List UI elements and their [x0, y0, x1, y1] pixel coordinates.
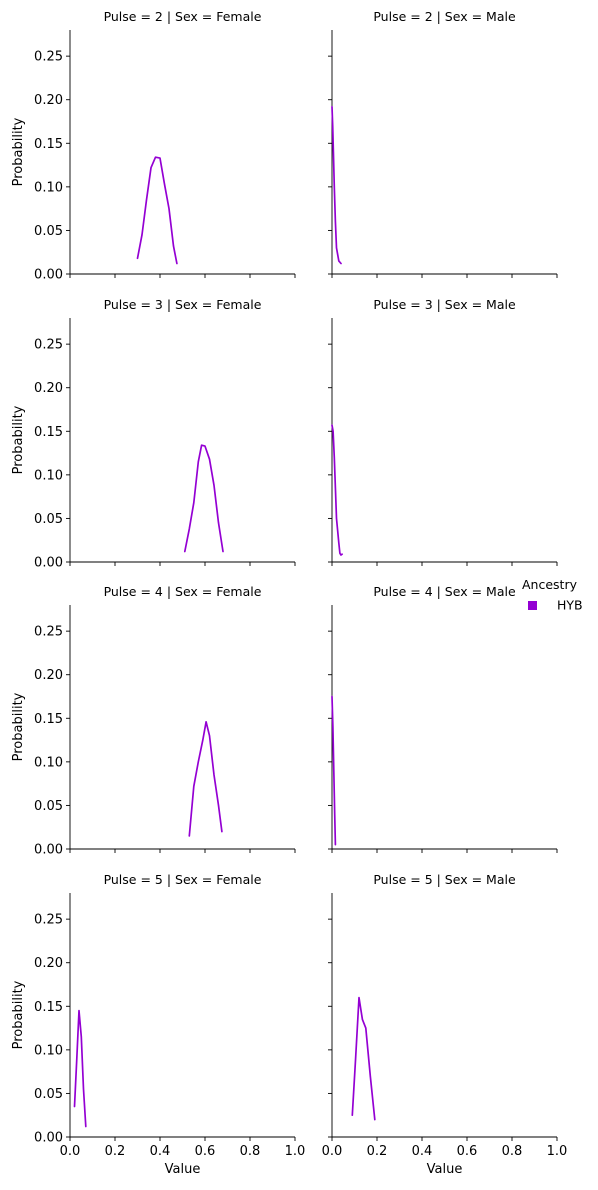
y-axis-label: Probability	[11, 980, 26, 1049]
series-line-hyb	[331, 105, 342, 265]
panel-title: Pulse = 5 | Sex = Male	[373, 872, 516, 887]
y-tick-label: 0.05	[34, 1087, 63, 1102]
y-tick-label: 0.15	[34, 1000, 63, 1015]
series-line-hyb	[351, 996, 376, 1121]
x-tick-label: 0.8	[502, 1144, 523, 1159]
x-axis-label: Value	[427, 1162, 463, 1177]
y-tick-label: 0.15	[34, 137, 63, 152]
y-tick-label: 0.25	[34, 913, 63, 928]
y-tick-label: 0.00	[34, 1131, 63, 1146]
panel-title: Pulse = 2 | Sex = Male	[373, 9, 516, 24]
y-tick-label: 0.05	[34, 799, 63, 814]
panel-title: Pulse = 3 | Sex = Female	[104, 297, 262, 312]
series-line-hyb	[73, 1009, 87, 1128]
y-axis-label: Probability	[11, 117, 26, 186]
y-tick-label: 0.20	[34, 956, 63, 971]
y-tick-label: 0.00	[34, 556, 63, 571]
y-tick-label: 0.00	[34, 268, 63, 283]
x-tick-label: 0.2	[367, 1144, 388, 1159]
y-tick-label: 0.25	[34, 625, 63, 640]
y-tick-label: 0.15	[34, 712, 63, 727]
x-tick-label: 0.6	[195, 1144, 216, 1159]
y-tick-label: 0.10	[34, 180, 63, 195]
y-tick-label: 0.10	[34, 755, 63, 770]
x-tick-label: 1.0	[285, 1144, 306, 1159]
y-tick-label: 0.05	[34, 512, 63, 527]
y-axis-label: Probability	[11, 405, 26, 474]
y-tick-label: 0.20	[34, 381, 63, 396]
y-axis-label: Probability	[11, 692, 26, 761]
series-line-hyb	[331, 424, 343, 556]
series-line-hyb	[136, 156, 178, 265]
panel-title: Pulse = 5 | Sex = Female	[104, 872, 262, 887]
y-tick-label: 0.25	[34, 338, 63, 353]
y-tick-label: 0.05	[34, 224, 63, 239]
y-tick-label: 0.25	[34, 50, 63, 65]
x-tick-label: 1.0	[547, 1144, 568, 1159]
y-tick-label: 0.20	[34, 93, 63, 108]
x-tick-label: 0.4	[150, 1144, 171, 1159]
x-tick-label: 0.2	[105, 1144, 126, 1159]
legend-marker-hyb	[528, 601, 537, 610]
legend-label: HYB	[557, 598, 583, 613]
y-tick-label: 0.15	[34, 425, 63, 440]
x-tick-label: 0.0	[322, 1144, 343, 1159]
panel-title: Pulse = 4 | Sex = Male	[373, 584, 516, 599]
legend-title: Ancestry	[522, 577, 578, 592]
y-tick-label: 0.10	[34, 1043, 63, 1058]
y-tick-label: 0.10	[34, 468, 63, 483]
panel-title: Pulse = 3 | Sex = Male	[373, 297, 516, 312]
series-line-hyb	[331, 695, 337, 846]
x-tick-label: 0.0	[60, 1144, 81, 1159]
x-tick-label: 0.6	[457, 1144, 478, 1159]
panel-title: Pulse = 4 | Sex = Female	[104, 584, 262, 599]
y-tick-label: 0.20	[34, 668, 63, 683]
x-tick-label: 0.8	[240, 1144, 261, 1159]
x-tick-label: 0.4	[412, 1144, 433, 1159]
panel-title: Pulse = 2 | Sex = Female	[104, 9, 262, 24]
series-line-hyb	[183, 444, 224, 553]
series-line-hyb	[188, 720, 223, 837]
y-tick-label: 0.00	[34, 843, 63, 858]
x-axis-label: Value	[165, 1162, 201, 1177]
